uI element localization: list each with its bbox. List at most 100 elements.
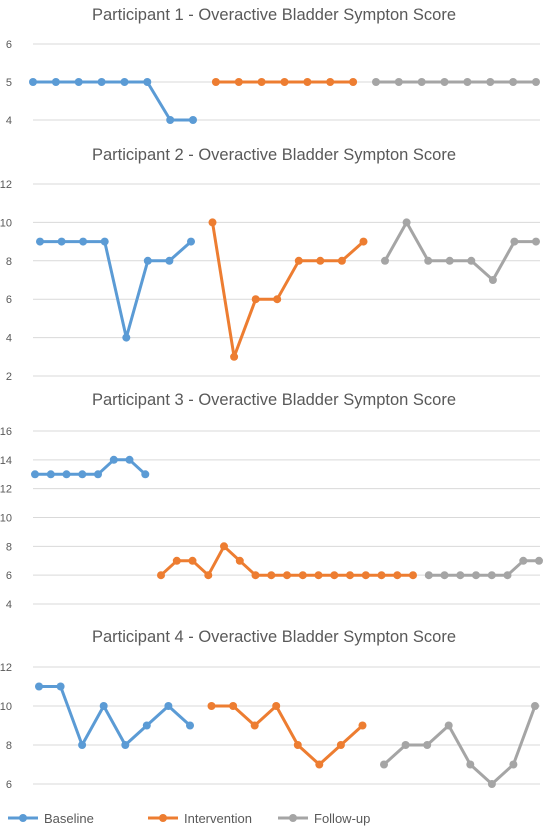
data-point-baseline: [78, 470, 87, 479]
chart-title: Participant 1 - Overactive Bladder Sympt…: [92, 6, 456, 24]
data-point-intervention: [349, 78, 358, 86]
data-point-intervention: [393, 571, 402, 580]
data-point-intervention: [157, 571, 165, 580]
data-point-intervention: [326, 78, 335, 86]
data-point-baseline: [186, 721, 194, 730]
data-point-intervention: [359, 237, 368, 246]
data-point-baseline: [100, 237, 109, 246]
y-tick-label: 4: [6, 115, 12, 127]
data-point-intervention: [358, 721, 367, 730]
data-point-intervention: [234, 78, 243, 86]
data-point-intervention: [230, 352, 239, 361]
data-point-baseline: [143, 256, 152, 265]
legend-label: Baseline: [44, 811, 94, 826]
data-point-follow-up: [532, 237, 540, 246]
chart-panel-2: Participant 2 - Overactive Bladder Sympt…: [0, 146, 540, 383]
data-point-follow-up: [394, 78, 403, 86]
data-point-baseline: [29, 78, 37, 86]
data-point-follow-up: [487, 571, 496, 580]
data-point-intervention: [315, 760, 324, 769]
series-line-follow-up: [383, 220, 536, 282]
y-tick-label: 6: [6, 779, 12, 791]
data-point-follow-up: [424, 256, 433, 265]
data-point-intervention: [337, 256, 346, 265]
data-point-intervention: [294, 256, 303, 265]
data-point-intervention: [257, 78, 266, 86]
legend-swatch-marker: [159, 814, 167, 822]
data-point-intervention: [267, 571, 276, 580]
data-point-intervention: [250, 721, 259, 730]
data-point-baseline: [121, 741, 130, 749]
y-tick-label: 6: [6, 39, 12, 51]
data-point-follow-up: [472, 571, 480, 580]
data-point-follow-up: [401, 741, 410, 749]
data-point-baseline: [164, 702, 173, 710]
data-point-follow-up: [510, 237, 519, 246]
y-tick-label: 10: [0, 217, 12, 229]
data-point-follow-up: [535, 556, 543, 565]
data-point-intervention: [316, 256, 325, 265]
series-line-baseline: [40, 240, 192, 340]
legend-label: Intervention: [184, 811, 252, 826]
data-point-baseline: [94, 470, 102, 479]
data-point-baseline: [74, 78, 83, 86]
data-point-baseline: [46, 470, 55, 479]
data-point-intervention: [207, 702, 216, 710]
data-point-follow-up: [531, 702, 539, 710]
data-point-follow-up: [463, 78, 472, 86]
data-point-baseline: [166, 116, 175, 124]
y-tick-label: 4: [6, 333, 12, 345]
data-point-baseline: [99, 702, 108, 710]
data-point-follow-up: [488, 276, 497, 284]
data-point-intervention: [280, 78, 289, 86]
data-point-baseline: [97, 78, 106, 86]
legend-label: Follow-up: [314, 811, 370, 826]
data-point-follow-up: [519, 556, 528, 565]
data-point-baseline: [187, 237, 195, 246]
data-point-intervention: [303, 78, 312, 86]
data-point-follow-up: [445, 256, 454, 265]
legend-swatch-marker: [19, 814, 27, 822]
data-point-intervention: [235, 556, 244, 565]
data-point-baseline: [109, 455, 118, 464]
y-tick-label: 2: [6, 371, 12, 383]
data-point-follow-up: [424, 571, 433, 580]
data-point-follow-up: [380, 760, 388, 769]
y-tick-label: 10: [0, 701, 12, 713]
data-point-baseline: [31, 470, 39, 479]
series-line-baseline: [39, 685, 192, 747]
data-point-baseline: [120, 78, 129, 86]
data-point-follow-up: [456, 571, 465, 580]
data-point-intervention: [229, 702, 238, 710]
data-point-follow-up: [423, 741, 432, 749]
data-point-follow-up: [503, 571, 512, 580]
chart-title: Participant 4 - Overactive Bladder Sympt…: [92, 628, 456, 646]
y-tick-label: 8: [6, 740, 12, 752]
legend-item-baseline: Baseline: [8, 811, 94, 826]
data-point-intervention: [172, 556, 181, 565]
data-point-intervention: [336, 741, 345, 749]
data-point-baseline: [122, 333, 131, 342]
data-point-baseline: [125, 455, 134, 464]
data-point-intervention: [283, 571, 291, 580]
data-point-baseline: [165, 256, 174, 265]
data-point-intervention: [314, 571, 323, 580]
data-point-intervention: [211, 78, 220, 86]
data-point-baseline: [142, 721, 151, 730]
series-line-intervention: [211, 704, 364, 766]
data-point-baseline: [78, 741, 87, 749]
data-point-intervention: [188, 556, 197, 565]
data-point-follow-up: [417, 78, 426, 86]
data-point-intervention: [204, 571, 213, 580]
legend-item-intervention: Intervention: [148, 811, 252, 826]
data-point-baseline: [36, 237, 44, 246]
data-point-follow-up: [381, 256, 389, 265]
data-point-intervention: [346, 571, 354, 580]
chart-title: Participant 2 - Overactive Bladder Sympt…: [92, 146, 456, 164]
series-line-intervention: [159, 544, 413, 577]
data-point-intervention: [361, 571, 370, 580]
y-tick-label: 6: [6, 570, 12, 582]
data-point-follow-up: [402, 218, 411, 227]
data-point-baseline: [143, 78, 152, 86]
legend-item-follow-up: Follow-up: [278, 811, 370, 826]
